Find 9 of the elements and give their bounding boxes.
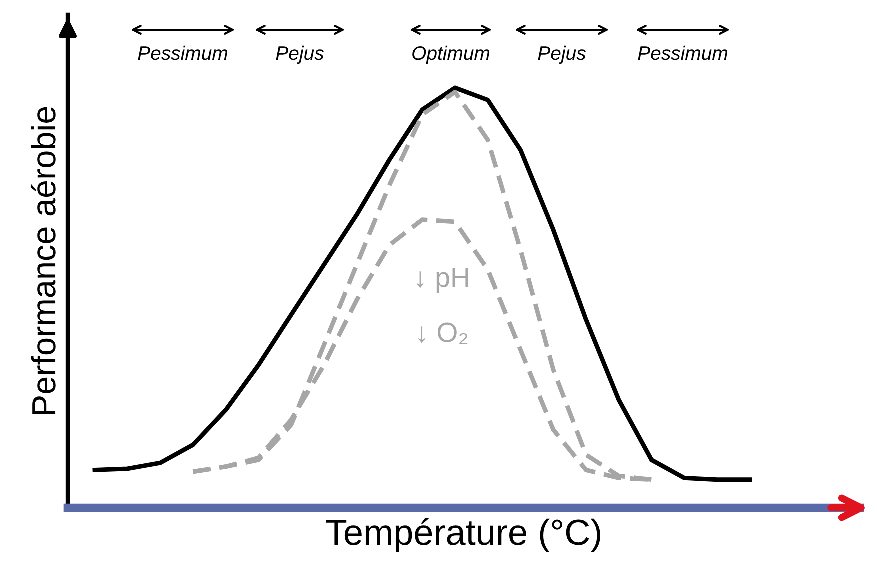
text: Pessimum bbox=[638, 46, 728, 60]
x-axis-title: Température (°C) bbox=[326, 518, 600, 552]
text: Pessimum bbox=[138, 46, 228, 60]
annotation: ↓ O₂ bbox=[418, 322, 468, 345]
text: Pejus bbox=[276, 46, 324, 64]
annotation: ↓ pH bbox=[417, 268, 468, 293]
text: Optimum bbox=[412, 46, 490, 64]
text: Pejus bbox=[538, 46, 586, 64]
y-axis-title: Performance aérobie bbox=[30, 107, 56, 414]
